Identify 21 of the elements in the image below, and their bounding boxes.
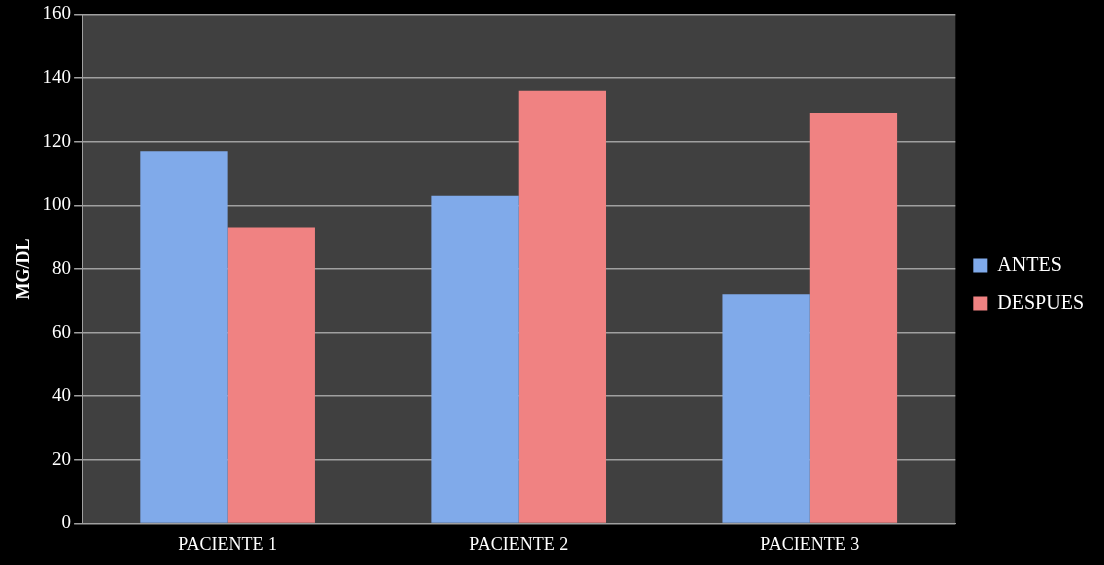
bar: [431, 195, 519, 523]
bar: [809, 113, 898, 523]
bar: [722, 294, 810, 523]
legend-label: ANTES: [997, 252, 1062, 275]
y-tick-label: 0: [61, 511, 72, 533]
y-tick-label: 20: [52, 447, 72, 469]
x-tick-label: PACIENTE 1: [178, 533, 278, 554]
y-axis-title: MG/DL: [13, 238, 34, 300]
y-tick-label: 160: [42, 2, 72, 24]
x-tick-label: PACIENTE 3: [760, 533, 860, 554]
y-tick-label: 40: [52, 384, 72, 406]
y-tick-label: 80: [52, 256, 72, 278]
y-tick-label: 140: [42, 66, 72, 88]
bar: [227, 227, 315, 523]
bar: [518, 90, 607, 523]
y-tick-label: 60: [52, 320, 72, 342]
legend-label: DESPUES: [997, 290, 1085, 313]
y-tick-label: 120: [42, 129, 72, 151]
bar: [140, 151, 228, 523]
y-tick-label: 100: [42, 193, 72, 215]
x-tick-label: PACIENTE 2: [469, 533, 569, 554]
